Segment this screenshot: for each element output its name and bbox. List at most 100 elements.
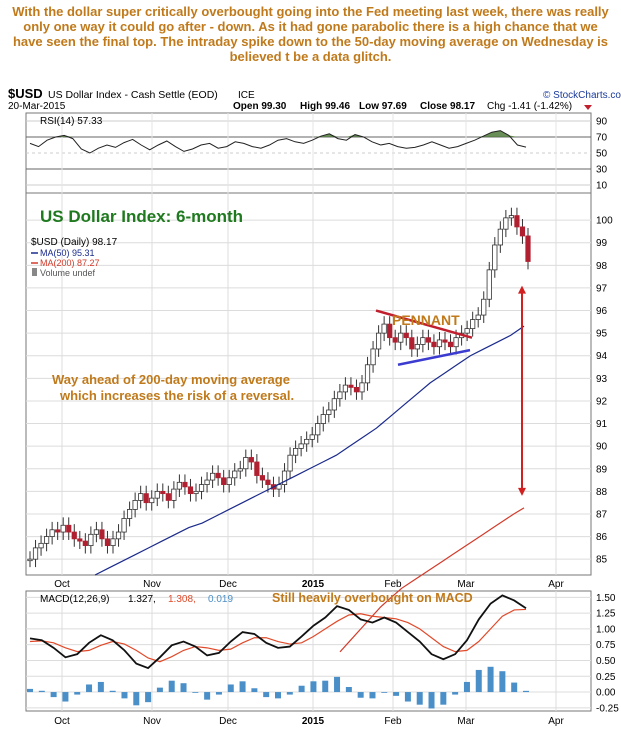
price-tick-label: 89 [596,464,608,475]
price-candle [519,226,526,237]
price-candle [486,269,492,300]
price-candle [226,477,232,485]
price-candle [221,477,227,485]
macd-histogram-bar [251,688,258,693]
price-candle [259,475,266,481]
price-candle [93,529,99,535]
macd-x-tick-label: Feb [384,716,402,727]
down-triangle-icon [584,105,592,110]
ma200-line [339,507,525,653]
price-candle [375,332,382,350]
price-candle [447,341,454,348]
price-candle [398,332,404,343]
macd-histogram-bar [62,692,69,702]
macd-x-tick-label: Dec [219,716,237,727]
price-candle [342,384,349,393]
price-candle [492,244,498,271]
price-candle [420,337,426,345]
macd-histogram-bar [345,687,352,693]
open-value: Open 99.30 [233,101,287,112]
rsi-tick-label: 70 [596,133,608,144]
macd-annotation: Still heavily overbought on MACD [272,591,473,605]
macd-histogram-bar [357,692,364,698]
price-candle [409,337,415,350]
macd-tick-label: 1.25 [596,609,616,620]
price-candle [470,319,476,330]
signal-line [29,608,527,663]
price-candle [165,493,171,501]
price-candle [27,558,33,562]
price-candle [298,443,304,449]
price-candle [475,314,481,320]
price-candle [209,472,216,481]
macd-histogram-bar [393,692,400,696]
high-value: High 99.46 [300,101,350,112]
macd-series [27,594,529,709]
macd-line [29,594,527,670]
macd-value: 1.327, [128,594,156,605]
price-candle [248,457,254,463]
macd-histogram-bar [499,671,506,693]
macd-histogram-bar [156,687,163,693]
price-x-tick-label: Apr [548,579,564,590]
price-candle [359,382,365,393]
price-tick-label: 95 [596,329,608,340]
price-candle [436,339,443,348]
price-candle [265,479,271,485]
macd-tick-label: 0.00 [596,688,616,699]
price-candle [237,468,243,472]
price-candle [525,235,531,262]
macd-histogram-bar [50,692,57,698]
macd-histogram-bar [180,683,187,693]
rsi-tick-label: 10 [596,181,608,192]
price-candle [160,490,166,495]
price-candle [49,529,55,537]
price-candle [370,348,376,366]
price-candle [315,423,321,436]
macd-tick-label: -0.25 [596,703,619,714]
price-tick-label: 87 [596,509,608,520]
price-candle [364,364,371,384]
price-candle [154,490,160,499]
price-candle [481,298,487,316]
macd-x-tick-label: Mar [457,716,475,727]
macd-histogram-bar [227,684,234,693]
macd-histogram-bar [27,688,33,693]
price-candle [127,509,133,519]
axis-labels: 90 70 50 30 10 100 99 98 97 96 95 94 93 92 91 90 89 88 87 8… [54,117,619,728]
legend-ma200: MA(200) 87.27 [40,258,100,268]
macd-histogram-bar [86,684,93,693]
brand-label: © StockCharts.com [543,90,621,101]
signal-value: 1.308, [168,594,196,605]
macd-histogram-bar [74,692,81,695]
price-candle [204,479,210,485]
price-candle [215,472,221,479]
price-candle [381,323,387,334]
price-candle [403,332,409,339]
price-candle [171,488,177,501]
macd-histogram-bar [428,692,435,709]
index-name: US Dollar Index - Cash Settle (EOD) [48,89,218,101]
arrow-down-head [518,487,526,496]
macd-x-tick-label: Apr [548,716,564,727]
price-candle [187,486,194,495]
macd-histogram-bar [381,692,388,693]
price-candle [60,524,66,533]
close-value: Close 98.17 [420,101,475,112]
price-candle [453,337,459,348]
price-candle [55,529,61,533]
histogram-value: 0.019 [208,594,233,605]
macd-histogram-bar [204,692,211,700]
price-candle [425,337,432,343]
price-candle [497,228,503,246]
macd-histogram-bar [334,676,341,693]
price-tick-label: 91 [596,419,608,430]
macd-grid [26,591,591,711]
price-candle [115,531,122,540]
price-series [27,207,531,653]
macd-panel-frame [25,590,592,712]
price-candle [176,481,182,490]
rsi-grid [26,113,591,193]
price-candle [198,484,205,492]
pennant-lower-line [397,348,471,367]
